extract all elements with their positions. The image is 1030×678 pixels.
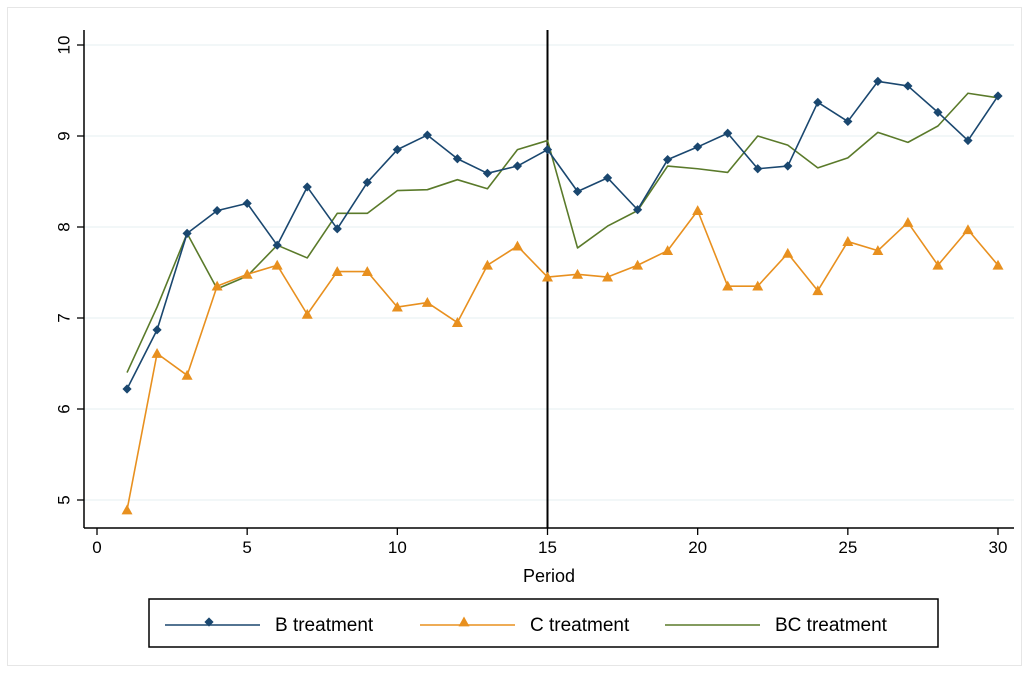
data-point [842,236,854,246]
data-point [204,617,214,627]
data-point [451,317,463,327]
data-point [271,259,283,270]
data-point [212,206,222,216]
data-point [151,347,163,358]
data-point [723,128,733,138]
data-point [902,216,914,227]
legend-item: C treatment [420,615,630,636]
data-point [692,205,704,216]
y-tick-label: 10 [54,36,73,55]
data-point [241,268,253,279]
x-axis-title: Period [523,566,575,586]
data-point [963,135,973,146]
y-tick-label: 8 [54,222,73,231]
x-tick-label: 25 [838,538,857,557]
data-point [512,161,523,171]
legend-label: BC treatment [775,615,888,636]
series-line [126,80,999,390]
data-point [932,259,944,270]
data-point [452,154,462,164]
data-point [782,247,794,258]
data-point [421,297,433,307]
data-point [693,142,703,152]
legend-box [148,598,939,648]
data-point [361,266,373,276]
data-point [602,173,613,183]
x-tick-label: 0 [92,538,101,557]
y-tick-label: 6 [54,404,73,413]
data-point [632,259,644,270]
data-point [242,198,252,208]
x-tick-label: 5 [242,538,251,557]
data-point [572,186,583,197]
data-point [122,384,132,394]
grid-lines [84,44,1014,501]
data-point [301,308,313,319]
data-point [182,228,192,238]
series-group [121,76,1004,515]
data-point [843,116,853,127]
data-point [633,205,643,215]
data-point [458,616,470,627]
data-point [752,280,764,291]
data-point [392,145,402,155]
y-tick-label: 5 [54,495,73,504]
series-b-treatment [122,76,1003,394]
x-tick-label: 30 [989,538,1008,557]
legend-item: B treatment [165,615,374,636]
data-point [933,107,943,117]
legend-label: B treatment [275,615,374,636]
data-point [722,280,734,291]
data-point [542,271,553,282]
data-point [332,224,342,234]
data-point [331,266,343,276]
legend-item: BC treatment [665,615,888,636]
series-line [126,209,999,511]
data-point [482,168,493,178]
series-c-treatment [121,205,1004,515]
axes: 5 6 7 8 9 10 0 5 10 15 20 25 30 Period [54,30,1014,586]
y-tick-label: 7 [54,313,73,322]
x-tick-label: 10 [388,538,407,557]
data-point [663,155,673,165]
data-point [602,271,614,282]
data-point [542,145,553,155]
data-point [152,325,162,335]
data-point [391,301,403,312]
data-point [783,161,793,171]
x-tick-label: 15 [538,538,557,557]
y-tick-label: 9 [54,131,73,140]
legend: B treatment C treatment BC treatment [148,598,939,648]
data-point [302,182,312,192]
data-point [812,285,824,296]
data-point [272,240,282,250]
data-point [813,97,823,107]
data-point [873,76,883,86]
data-point [481,259,493,270]
series-line [126,92,999,373]
data-point [211,280,223,291]
data-point [121,504,133,515]
data-point [753,164,763,174]
legend-label: C treatment [530,615,630,636]
data-point [181,369,193,380]
data-point [962,224,974,235]
series-bc-treatment [126,92,999,373]
data-point [422,130,432,140]
data-point [572,268,584,279]
data-point [362,177,372,188]
data-point [903,81,913,91]
data-point [993,91,1003,101]
data-point [992,259,1004,270]
x-tick-label: 20 [688,538,707,557]
data-point [662,245,674,256]
data-point [511,240,523,251]
data-point [872,245,884,256]
